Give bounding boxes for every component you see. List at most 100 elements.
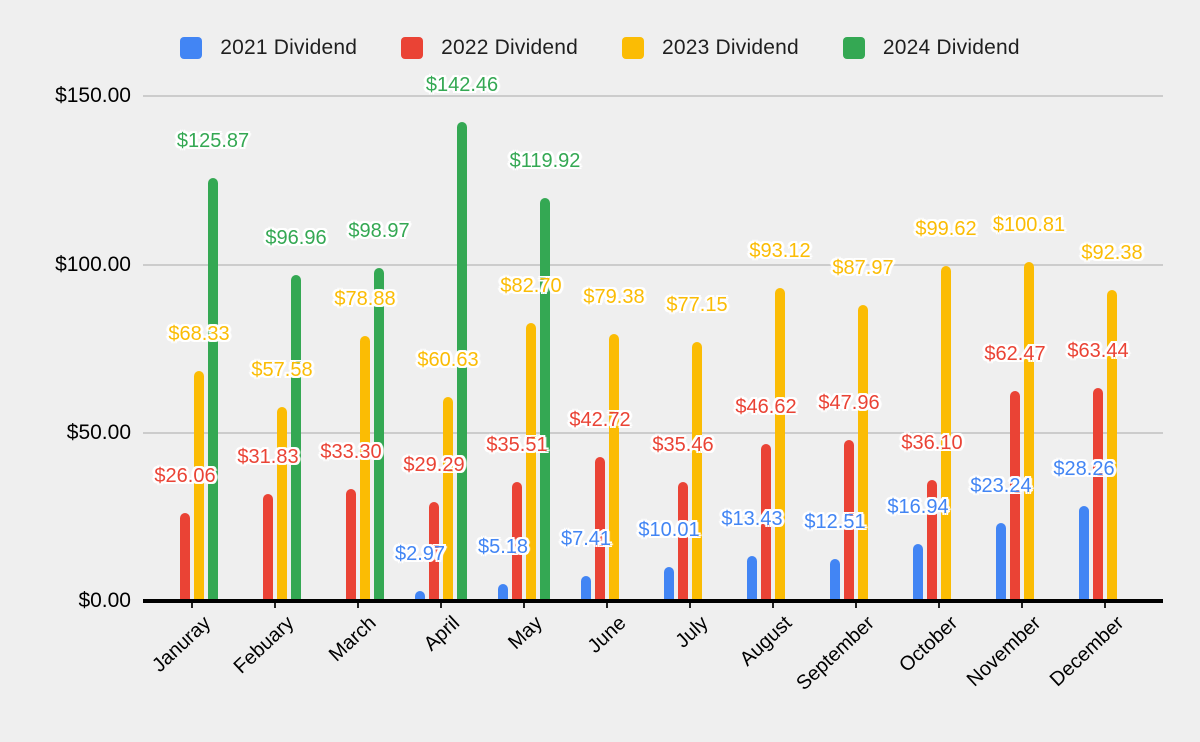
value-label-2021-dividend-october: $16.94 bbox=[887, 496, 949, 519]
bar-2022-dividend-april bbox=[429, 502, 439, 602]
bar-2022-dividend-januray bbox=[180, 513, 190, 602]
value-label-2024-dividend-march: $98.97 bbox=[348, 220, 410, 243]
value-label-2022-dividend-januray: $26.06 bbox=[154, 465, 216, 488]
bar-2022-dividend-november bbox=[1010, 390, 1020, 602]
value-label-2022-dividend-august: $46.62 bbox=[735, 396, 797, 419]
value-label-2023-dividend-june: $79.38 bbox=[583, 286, 645, 308]
bar-2023-dividend-september bbox=[858, 305, 868, 602]
x-axis-tick-june bbox=[606, 603, 608, 608]
bar-2021-dividend-september bbox=[830, 558, 840, 602]
x-axis-label-april: April bbox=[419, 612, 465, 656]
value-label-2022-dividend-september: $47.96 bbox=[818, 391, 880, 414]
x-axis-tick-april bbox=[440, 603, 442, 608]
y-axis-label-100: $100.00 bbox=[55, 252, 131, 276]
x-axis-label-januray: Januray bbox=[147, 612, 216, 677]
bar-2022-dividend-may bbox=[512, 481, 522, 602]
legend-item-2022-dividend: 2022 Dividend bbox=[401, 36, 578, 60]
value-label-2022-dividend-october: $36.10 bbox=[901, 431, 963, 454]
value-label-2024-dividend-febuary: $96.96 bbox=[265, 226, 327, 249]
x-axis-label-september: September bbox=[792, 612, 880, 695]
bar-2023-dividend-november bbox=[1024, 261, 1034, 602]
value-label-2023-dividend-januray: $68.33 bbox=[168, 323, 230, 346]
value-label-2023-dividend-december: $92.38 bbox=[1081, 242, 1143, 265]
bar-2021-dividend-december bbox=[1079, 505, 1089, 602]
value-label-2022-dividend-febuary: $31.83 bbox=[237, 445, 299, 468]
bar-2021-dividend-june bbox=[581, 576, 591, 602]
legend-swatch-2022-dividend-icon bbox=[401, 37, 424, 59]
legend-label-2021-dividend: 2021 Dividend bbox=[220, 36, 358, 59]
bar-2022-dividend-september bbox=[844, 439, 854, 602]
bar-2021-dividend-october bbox=[913, 544, 923, 602]
x-axis-tick-november bbox=[1021, 603, 1023, 608]
value-label-2022-dividend-march: $33.30 bbox=[320, 440, 382, 463]
x-axis-label-july: July bbox=[671, 612, 714, 653]
value-label-2023-dividend-may: $82.70 bbox=[500, 274, 562, 297]
bar-2023-dividend-july bbox=[692, 341, 702, 602]
bar-2022-dividend-march bbox=[346, 488, 356, 602]
gridline-150 bbox=[143, 95, 1163, 98]
x-axis-label-may: May bbox=[504, 612, 548, 654]
bar-2021-dividend-july bbox=[664, 567, 674, 602]
value-label-2023-dividend-november: $100.81 bbox=[992, 213, 1066, 236]
bar-2022-dividend-febuary bbox=[263, 493, 273, 602]
value-label-2023-dividend-october: $99.62 bbox=[915, 217, 977, 240]
legend-item-2023-dividend: 2023 Dividend bbox=[622, 36, 799, 60]
bar-2022-dividend-august bbox=[761, 444, 771, 602]
bar-2024-dividend-april bbox=[457, 121, 467, 602]
bar-2023-dividend-march bbox=[360, 335, 370, 602]
x-axis-label-december: December bbox=[1045, 612, 1129, 692]
value-label-2023-dividend-september: $87.97 bbox=[832, 257, 894, 280]
value-label-2023-dividend-august: $93.12 bbox=[749, 239, 811, 262]
bar-2023-dividend-june bbox=[609, 334, 619, 602]
legend-item-2021-dividend: 2021 Dividend bbox=[180, 36, 357, 60]
value-label-2021-dividend-november: $23.24 bbox=[970, 474, 1032, 497]
x-axis-label-march: March bbox=[325, 612, 382, 666]
value-label-2022-dividend-december: $63.44 bbox=[1067, 339, 1129, 362]
bar-2024-dividend-march bbox=[374, 268, 384, 602]
bar-2023-dividend-august bbox=[775, 287, 785, 602]
x-axis-line bbox=[143, 599, 1163, 603]
legend-swatch-2021-dividend-icon bbox=[180, 37, 203, 59]
bar-2023-dividend-october bbox=[941, 265, 951, 602]
bar-2023-dividend-febuary bbox=[277, 407, 287, 602]
gridline-100 bbox=[143, 263, 1163, 266]
bar-2024-dividend-may bbox=[540, 197, 550, 602]
bar-2023-dividend-december bbox=[1107, 290, 1117, 602]
legend-label-2024-dividend: 2024 Dividend bbox=[882, 36, 1020, 59]
x-axis-tick-may bbox=[523, 603, 525, 608]
value-label-2021-dividend-august: $13.43 bbox=[721, 507, 783, 530]
bar-2024-dividend-januray bbox=[208, 177, 218, 602]
x-axis-tick-october bbox=[938, 603, 940, 608]
value-label-2023-dividend-febuary: $57.58 bbox=[251, 359, 313, 382]
value-label-2023-dividend-april: $60.63 bbox=[417, 349, 479, 372]
chart-legend: 2021 Dividend 2022 Dividend 2023 Dividend 2… bbox=[0, 36, 1200, 60]
value-label-2023-dividend-march: $78.88 bbox=[334, 287, 396, 310]
value-label-2021-dividend-september: $12.51 bbox=[804, 510, 866, 533]
legend-label-2023-dividend: 2023 Dividend bbox=[662, 36, 799, 59]
x-axis-label-febuary: Febuary bbox=[229, 612, 299, 679]
value-label-2021-dividend-december: $28.26 bbox=[1053, 457, 1115, 480]
x-axis-tick-august bbox=[772, 603, 774, 608]
value-label-2022-dividend-june: $42.72 bbox=[569, 409, 631, 432]
legend-swatch-2023-dividend-icon bbox=[622, 37, 644, 59]
value-label-2024-dividend-april: $142.46 bbox=[425, 73, 499, 96]
x-axis-label-august: August bbox=[735, 612, 797, 671]
value-label-2021-dividend-may: $5.18 bbox=[477, 535, 529, 558]
bar-2022-dividend-june bbox=[595, 457, 605, 602]
gridline-50 bbox=[143, 431, 1163, 434]
bar-2021-dividend-november bbox=[996, 522, 1006, 602]
x-axis-tick-september bbox=[855, 603, 857, 608]
x-axis-label-november: November bbox=[962, 612, 1046, 692]
value-label-2022-dividend-may: $35.51 bbox=[486, 433, 548, 456]
bar-2023-dividend-april bbox=[443, 397, 453, 602]
bar-2023-dividend-januray bbox=[194, 371, 204, 602]
legend-label-2022-dividend: 2022 Dividend bbox=[441, 36, 578, 59]
value-label-2024-dividend-may: $119.92 bbox=[509, 149, 581, 172]
bar-2021-dividend-may bbox=[498, 583, 508, 602]
x-axis-tick-febuary bbox=[274, 603, 276, 608]
x-axis-tick-januray bbox=[191, 603, 193, 608]
y-axis-label-0: $0.00 bbox=[78, 589, 131, 612]
x-axis-label-october: October bbox=[894, 612, 963, 677]
x-axis-label-june: June bbox=[583, 612, 631, 658]
